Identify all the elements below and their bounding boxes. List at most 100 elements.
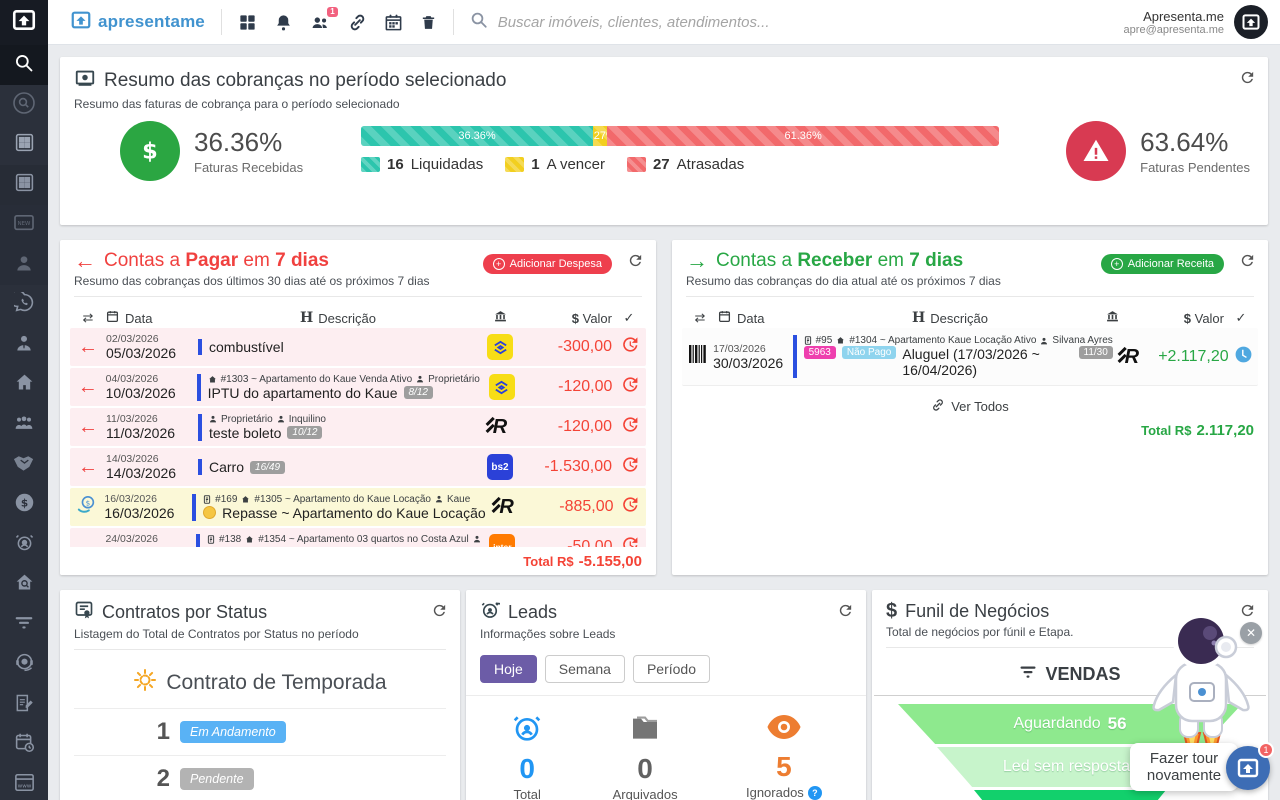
pagar-title: Contas a Pagar em 7 dias	[104, 250, 329, 271]
calendar-icon	[718, 310, 731, 323]
table-row[interactable]: ← 02/03/2026 05/03/2026 combustível -300,…	[70, 328, 646, 366]
funnel-icon	[1019, 664, 1037, 685]
refresh-icon[interactable]	[1239, 602, 1256, 624]
tab-semana[interactable]: Semana	[544, 655, 625, 683]
notifications-bell-icon[interactable]	[274, 13, 293, 32]
funnel-stage[interactable]: Em Atendimento20	[974, 790, 1166, 800]
tour-button[interactable]: 1	[1226, 742, 1274, 790]
contract-status-row[interactable]: 2 Pendente	[74, 755, 446, 800]
sidebar-item-whatsapp[interactable]	[0, 285, 48, 325]
status-badge: Pendente	[180, 768, 254, 790]
funnel-name: VENDAS	[872, 652, 1268, 695]
bar-seg-avencer: 2.27%	[592, 125, 608, 146]
pagar-total: Total R$ -5.155,00	[60, 547, 656, 575]
person-icon	[277, 415, 285, 423]
coin-icon	[203, 506, 217, 519]
sidebar-item-dashboard[interactable]	[0, 125, 48, 165]
calendar-clock-icon	[14, 732, 35, 758]
history-clock-icon[interactable]	[620, 495, 639, 519]
sidebar-item-finance[interactable]: $	[0, 485, 48, 525]
plus-icon: +	[1110, 258, 1123, 270]
refresh-icon[interactable]	[431, 602, 448, 624]
sidebar-item-panels[interactable]	[0, 165, 48, 205]
contract-status-row[interactable]: 1 Em Andamento	[74, 708, 446, 755]
check-icon[interactable]: ✓	[1235, 310, 1247, 325]
table-row[interactable]: ← 14/03/2026 14/03/2026 Carro 16/49 bs2 -1…	[70, 448, 646, 486]
leads-stats: 0 Total 0 Arquivados 5 Ignorados?	[466, 696, 866, 800]
brand-home-icon	[11, 7, 37, 38]
col-value[interactable]: Valor	[1194, 310, 1224, 326]
sidebar-item-search[interactable]	[0, 45, 48, 85]
users-badge: 1	[327, 6, 338, 17]
bank-r-logo: R	[499, 496, 514, 518]
sidebar-item-properties[interactable]	[0, 365, 48, 405]
add-income-button[interactable]: + Adicionar Receita	[1100, 254, 1224, 274]
table-row[interactable]: 17/03/2026 30/03/2026 #95 #1304 ~ Apartame…	[682, 328, 1258, 386]
svg-text:$: $	[142, 139, 158, 165]
logo-house-icon	[70, 9, 92, 36]
col-value[interactable]: Valor	[582, 310, 612, 326]
sidebar-item-team[interactable]	[0, 405, 48, 445]
user-menu[interactable]: Apresenta.me apre@apresenta.me	[1124, 5, 1268, 39]
sidebar-item-funnel[interactable]	[0, 605, 48, 645]
col-date[interactable]: Data	[125, 311, 153, 326]
sidebar-item-deals[interactable]	[0, 445, 48, 485]
trash-icon[interactable]	[420, 13, 437, 32]
app-logo[interactable]: apresentame	[70, 9, 205, 36]
ver-todos-link[interactable]: Ver Todos	[672, 398, 1268, 415]
refresh-icon[interactable]	[627, 252, 644, 274]
swap-icon[interactable]: ⇄	[82, 310, 94, 325]
sidebar-item-website[interactable]: www	[0, 765, 48, 800]
history-clock-icon[interactable]	[620, 335, 639, 359]
person-icon	[14, 253, 34, 278]
history-clock-icon[interactable]	[620, 375, 639, 399]
clock-icon[interactable]	[1234, 345, 1253, 369]
refresh-icon[interactable]	[1239, 252, 1256, 274]
sidebar-item-client[interactable]	[0, 325, 48, 365]
dollar-icon: $	[886, 600, 898, 622]
swap-icon[interactable]: ⇄	[694, 310, 706, 325]
sidebar-item-support[interactable]	[0, 645, 48, 685]
history-clock-icon[interactable]	[620, 455, 639, 479]
help-icon[interactable]: ?	[807, 785, 822, 800]
sidebar-item-tv-new[interactable]: NEW	[0, 205, 48, 245]
bar-seg-liquidadas: 36.36%	[361, 125, 593, 146]
refresh-icon[interactable]	[1239, 69, 1256, 91]
sidebar-item-person[interactable]	[0, 245, 48, 285]
search-input[interactable]	[497, 13, 918, 31]
leads-subtitle: Informações sobre Leads	[480, 627, 616, 641]
tab-periodo[interactable]: Período	[632, 655, 710, 683]
bank-icon	[494, 310, 507, 326]
avatar[interactable]	[1234, 5, 1268, 39]
invoice-id-badge: 5963	[803, 346, 836, 359]
col-desc[interactable]: Descrição	[318, 310, 377, 326]
check-icon[interactable]: ✓	[623, 310, 635, 325]
apps-grid-icon[interactable]	[238, 13, 257, 32]
topbar-divider2	[452, 9, 454, 35]
home-icon	[241, 495, 250, 504]
sidebar-item-contracts[interactable]	[0, 685, 48, 725]
table-row[interactable]: ← 11/03/2026 11/03/2026 Proprietário Inqui…	[70, 408, 646, 446]
calendar-icon[interactable]	[384, 13, 403, 32]
col-desc[interactable]: Descrição	[930, 310, 989, 326]
brand-square[interactable]	[0, 0, 48, 45]
history-clock-icon[interactable]	[620, 415, 639, 439]
link-icon	[931, 398, 945, 415]
col-date[interactable]: Data	[737, 311, 765, 326]
add-expense-button[interactable]: + Adicionar Despesa	[482, 254, 612, 274]
refresh-icon[interactable]	[837, 602, 854, 624]
funnel-stage[interactable]: Aguardando 56	[898, 704, 1242, 744]
panels-grid-icon	[14, 172, 35, 198]
users-icon[interactable]: 1	[310, 6, 338, 32]
sidebar-item-property-search[interactable]	[0, 565, 48, 605]
close-icon[interactable]: ✕	[1240, 622, 1262, 644]
sidebar-item-schedule[interactable]	[0, 725, 48, 765]
sidebar: NEW $ www	[0, 45, 48, 800]
link-icon[interactable]	[348, 13, 367, 32]
sidebar-item-search-circle[interactable]	[0, 85, 48, 125]
table-row[interactable]: $ 16/03/2026 16/03/2026 #169 #1305 ~ Apart…	[70, 488, 646, 526]
sidebar-item-leads[interactable]	[0, 525, 48, 565]
table-row[interactable]: ← 04/03/2026 10/03/2026 #1303 ~ Apartamen…	[70, 368, 646, 406]
status-badge: Em Andamento	[180, 721, 286, 743]
tab-hoje[interactable]: Hoje	[480, 655, 537, 683]
